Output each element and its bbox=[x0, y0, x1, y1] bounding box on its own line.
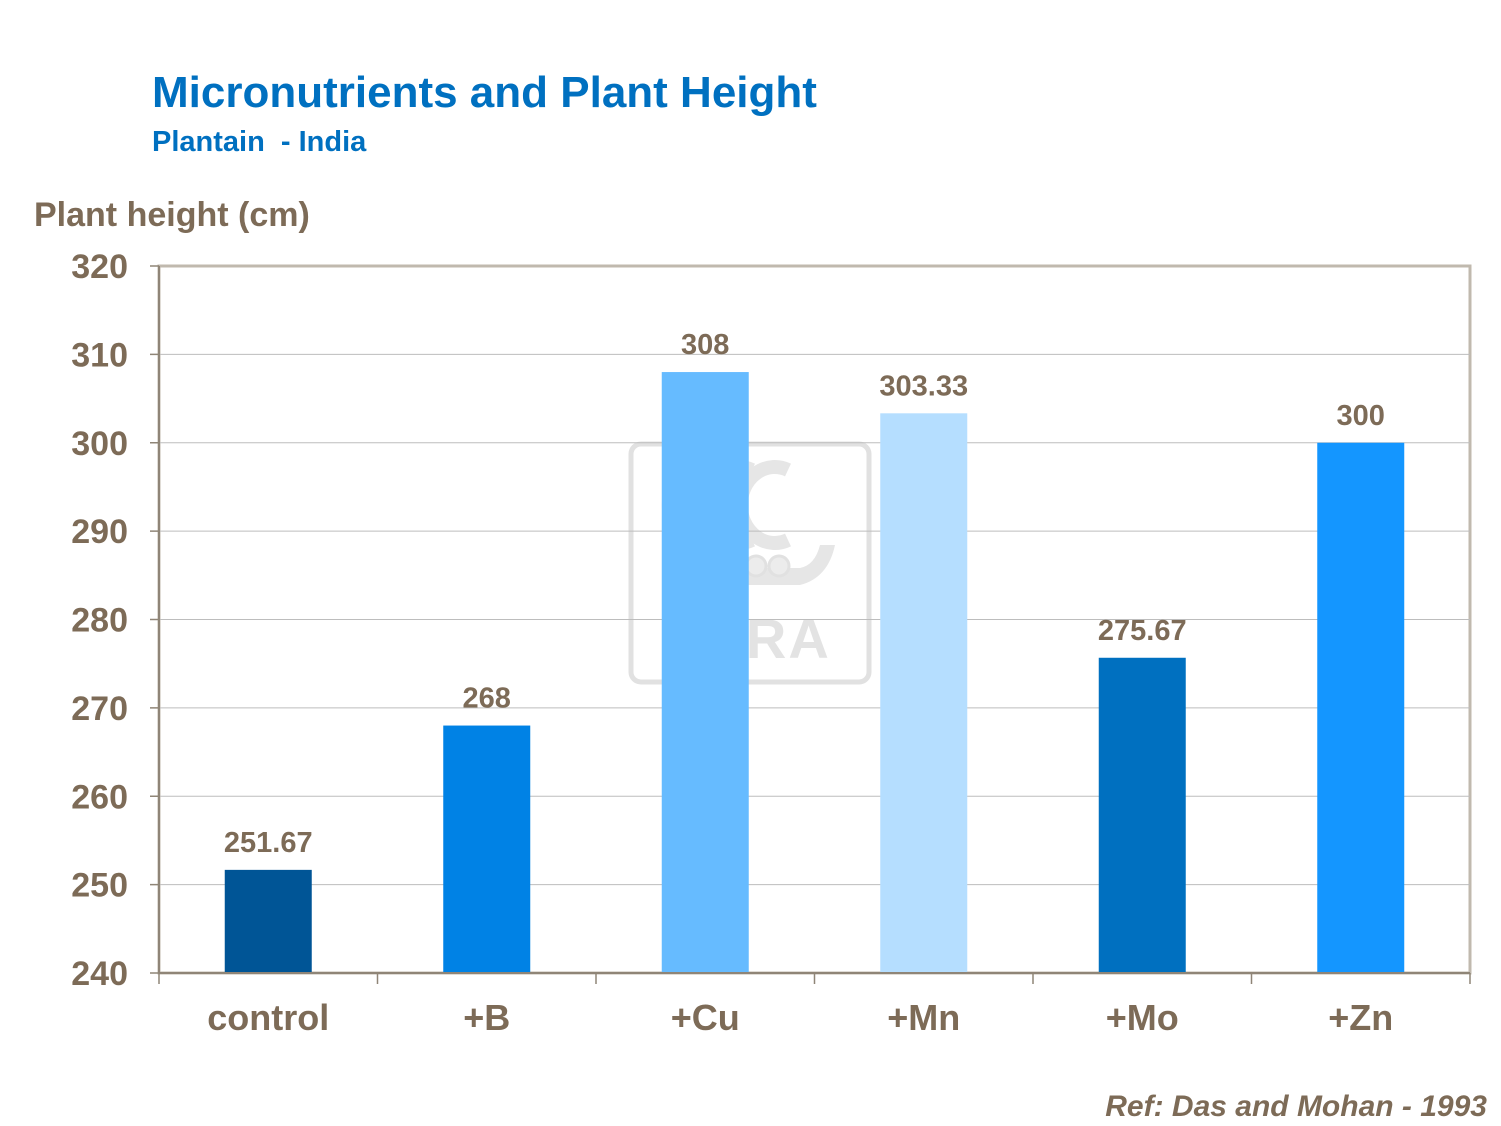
y-tick-label: 290 bbox=[71, 513, 128, 551]
x-tick-label: +Cu bbox=[671, 997, 740, 1038]
y-tick-label: 280 bbox=[71, 602, 128, 640]
y-tick-label: 250 bbox=[71, 867, 128, 905]
x-tick-label: control bbox=[207, 997, 329, 1038]
axes bbox=[150, 265, 1471, 984]
labels: 240 250 260 270 280 290 300 310 320 251.67 control… bbox=[71, 248, 1393, 1038]
y-tick-label: 300 bbox=[71, 425, 128, 463]
data-label: 300 bbox=[1337, 400, 1385, 432]
gridlines bbox=[157, 264, 1472, 975]
bars bbox=[224, 372, 1405, 973]
y-tick-label: 310 bbox=[71, 336, 128, 374]
data-label: 251.67 bbox=[224, 827, 313, 859]
x-tick-label: +Mo bbox=[1106, 997, 1179, 1038]
bar bbox=[1317, 442, 1405, 973]
chart-title: Micronutrients and Plant Height bbox=[152, 68, 817, 117]
data-label: 268 bbox=[463, 683, 511, 715]
data-label: 275.67 bbox=[1098, 615, 1187, 647]
data-label: 308 bbox=[681, 329, 729, 361]
y-tick-label: 270 bbox=[71, 690, 128, 728]
bar bbox=[443, 725, 531, 973]
source-reference: Ref: Das and Mohan - 1993 bbox=[1105, 1090, 1487, 1123]
y-axis-label: Plant height (cm) bbox=[34, 196, 310, 234]
x-tick-label: +Zn bbox=[1328, 997, 1393, 1038]
bar bbox=[224, 869, 312, 973]
data-label: 303.33 bbox=[879, 370, 968, 402]
bar bbox=[1098, 657, 1186, 973]
y-tick-label: 240 bbox=[71, 955, 128, 993]
x-tick-label: +B bbox=[463, 997, 510, 1038]
chart-subtitle: Plantain - India bbox=[152, 126, 367, 158]
bar bbox=[661, 372, 749, 973]
x-tick-label: +Mn bbox=[887, 997, 960, 1038]
bar bbox=[880, 413, 968, 973]
y-tick-label: 320 bbox=[71, 248, 128, 286]
y-tick-label: 260 bbox=[71, 778, 128, 816]
